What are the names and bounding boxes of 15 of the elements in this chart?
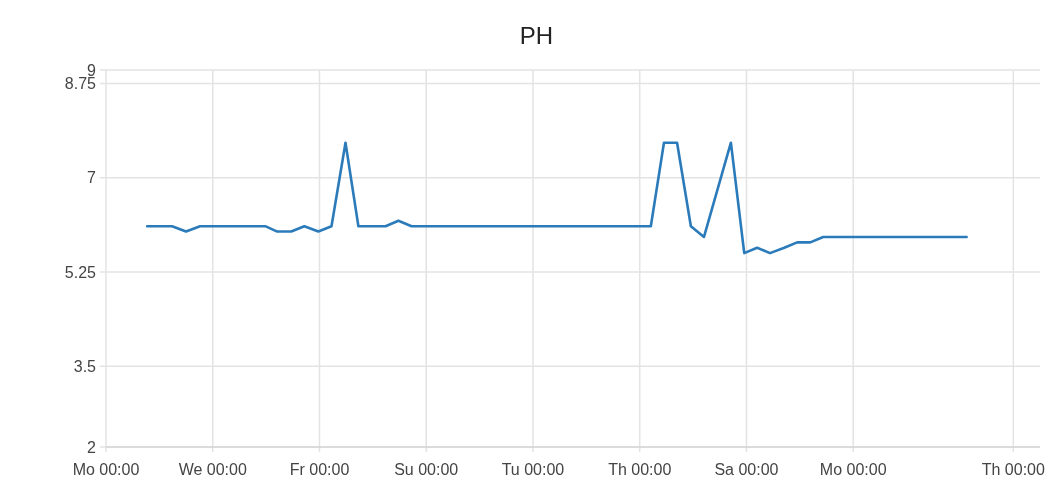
y-tick-label: 5.25 (64, 263, 97, 281)
x-tick-label: Mo 00:00 (72, 461, 140, 478)
y-tick-label: 2 (87, 438, 97, 456)
x-tick-label: We 00:00 (178, 461, 247, 478)
x-tick-label: Th 00:00 (608, 461, 672, 478)
x-tick-label: Mo 00:00 (819, 461, 887, 478)
y-tick-label: 7 (87, 169, 97, 187)
chart-title: PH (519, 22, 554, 49)
x-tick-label: Fr 00:00 (289, 461, 350, 478)
y-tick-label: 3.5 (73, 357, 97, 375)
y-tick-label: 8.75 (64, 75, 97, 93)
x-tick-label: Th 00:00 (981, 461, 1045, 478)
x-tick-label: Sa 00:00 (714, 461, 779, 478)
x-tick-label: Tu 00:00 (501, 461, 565, 478)
x-tick-label: Su 00:00 (394, 461, 459, 478)
